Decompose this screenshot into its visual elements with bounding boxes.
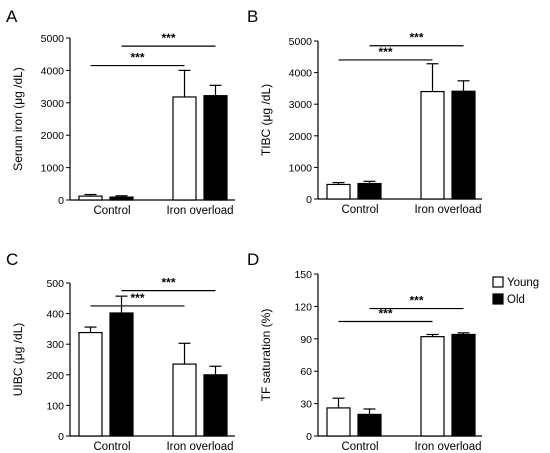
chart-panel-c: C 0 100 200 300 400 500 UIBC (μg /dL) Control Iro… [6, 250, 235, 453]
y-tick-label: 100 [46, 400, 64, 412]
y-tick-label: 0 [58, 431, 64, 443]
y-tick-label: 0 [306, 194, 312, 206]
significance-label: *** [409, 31, 423, 45]
y-tick-label: 300 [46, 339, 64, 351]
bar-young-control [326, 183, 351, 200]
panel-label: A [6, 7, 18, 26]
y-tick-label: 30 [300, 399, 312, 411]
y-tick-label: 3000 [289, 99, 313, 111]
chart-panel-b: B 0 1000 2000 3000 4000 5000 TIBC (μg /dL) Contr… [247, 7, 482, 216]
bar-old-control [357, 413, 382, 437]
y-tick-label: 0 [58, 195, 64, 207]
significance-label: *** [378, 45, 392, 59]
x-tick-label: Control [93, 205, 130, 217]
bar-old-iron-overload [203, 95, 228, 201]
y-tick-label: 4000 [41, 65, 65, 77]
bar-old-control [109, 312, 134, 437]
significance-label: *** [409, 294, 423, 308]
y-tick-label: 60 [300, 366, 312, 378]
x-tick-label: Control [93, 441, 130, 453]
y-tick-label: 1000 [41, 163, 65, 175]
bar-old-iron-overload [451, 333, 476, 437]
x-tick-label: Iron overload [414, 441, 481, 453]
y-tick-label: 90 [300, 334, 312, 346]
bar-young-control [326, 407, 351, 437]
y-tick-label: 5000 [289, 36, 313, 48]
significance-label: *** [161, 276, 175, 290]
panel-label: C [6, 250, 18, 269]
y-axis-label: TIBC (μg /dL) [259, 84, 273, 156]
legend: Young Old [492, 276, 539, 306]
panel-label: D [247, 250, 259, 269]
significance-label: *** [161, 31, 175, 45]
bar-young-iron-overload [172, 363, 197, 437]
bar-young-iron-overload [420, 336, 445, 437]
significance-label: *** [130, 291, 144, 305]
bar-old-iron-overload [451, 90, 476, 200]
y-axis-label: UIBC (μg /dL) [11, 323, 25, 397]
x-tick-label: Iron overload [166, 441, 233, 453]
bar-old-control [109, 196, 134, 201]
y-axis-label: TF saturation (%) [259, 309, 273, 402]
significance-label: *** [378, 307, 392, 321]
y-tick-label: 400 [46, 309, 64, 321]
x-tick-label: Iron overload [166, 205, 233, 217]
bar-old-iron-overload [203, 374, 228, 437]
legend-swatch-young [492, 276, 504, 288]
panel-label: B [247, 7, 258, 26]
chart-panel-a: A 0 1000 2000 3000 4000 5000 Serum iron (μg /dL… [6, 7, 235, 217]
y-tick-label: 150 [294, 269, 312, 281]
bar-young-iron-overload [420, 90, 445, 200]
y-tick-label: 2000 [41, 130, 65, 142]
bar-young-control [78, 331, 103, 437]
significance-label: *** [130, 51, 144, 65]
y-tick-label: 2000 [289, 131, 313, 143]
y-tick-label: 1000 [289, 162, 313, 174]
chart-panel-d: D 0 30 60 90 120 150 TF saturation (%) Control Ir… [247, 250, 482, 453]
x-tick-label: Control [341, 204, 378, 216]
legend-swatch-old [492, 293, 504, 305]
y-tick-label: 120 [294, 301, 312, 313]
x-tick-label: Iron overload [414, 204, 481, 216]
bar-young-iron-overload [172, 96, 197, 201]
x-tick-label: Control [341, 441, 378, 453]
y-tick-label: 500 [46, 278, 64, 290]
y-axis-label: Serum iron (μg /dL) [11, 67, 25, 171]
y-tick-label: 0 [306, 431, 312, 443]
legend-label-old: Old [507, 294, 525, 306]
bar-young-control [78, 195, 103, 201]
legend-label-young: Young [507, 277, 539, 289]
bar-old-control [357, 182, 382, 200]
y-tick-label: 3000 [41, 98, 65, 110]
y-tick-label: 200 [46, 370, 64, 382]
y-tick-label: 4000 [289, 68, 313, 80]
y-tick-label: 5000 [41, 33, 65, 45]
